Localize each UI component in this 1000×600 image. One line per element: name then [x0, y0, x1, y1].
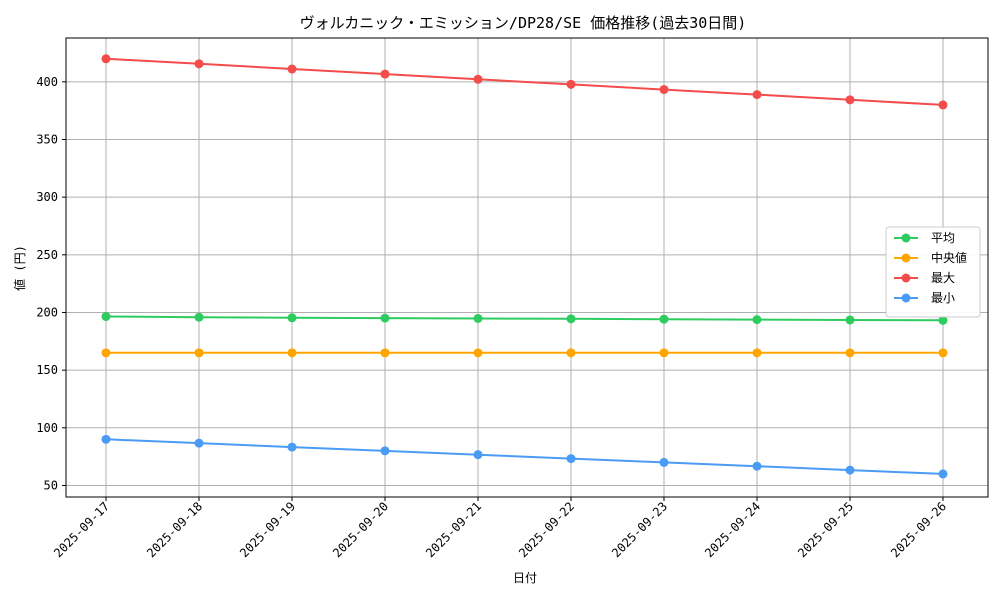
data-point	[752, 461, 762, 471]
y-tick-label: 200	[36, 305, 58, 319]
y-tick-label: 350	[36, 132, 58, 146]
data-point	[101, 54, 111, 64]
data-point	[287, 348, 297, 358]
legend-box	[885, 226, 981, 318]
data-point	[287, 442, 297, 452]
legend-marker	[901, 273, 911, 283]
legend-label: 中央値	[931, 250, 967, 265]
data-point	[194, 438, 204, 448]
data-point	[752, 90, 762, 100]
legend-marker	[901, 293, 911, 303]
data-point	[473, 74, 483, 84]
data-point	[938, 469, 948, 479]
data-point	[845, 315, 855, 325]
data-point	[194, 59, 204, 69]
x-tick-label: 2025-09-19	[237, 499, 298, 560]
data-point	[752, 315, 762, 325]
y-tick-label: 50	[44, 478, 58, 492]
x-tick-label: 2025-09-24	[702, 499, 763, 560]
data-point	[566, 79, 576, 89]
x-tick-label: 2025-09-21	[423, 499, 484, 560]
legend-label: 平均	[931, 231, 955, 245]
x-tick-label: 2025-09-23	[609, 499, 670, 560]
data-point	[659, 348, 669, 358]
data-point	[473, 348, 483, 358]
x-axis-label: 日付	[513, 571, 537, 585]
data-point	[194, 312, 204, 322]
y-tick-label: 400	[36, 75, 58, 89]
legend-label: 最小	[931, 291, 955, 305]
x-tick-label: 2025-09-18	[144, 499, 205, 560]
data-point	[473, 450, 483, 460]
y-axis-ticks: 50 100 150 200 250 300 350 400	[36, 75, 66, 492]
data-point	[287, 64, 297, 74]
x-tick-label: 2025-09-26	[888, 499, 949, 560]
x-tick-label: 2025-09-17	[51, 499, 112, 560]
y-tick-label: 150	[36, 363, 58, 377]
data-point	[101, 312, 111, 322]
legend-marker	[901, 233, 911, 243]
legend-marker	[901, 253, 911, 263]
data-point	[938, 348, 948, 358]
data-point	[101, 434, 111, 444]
data-point	[380, 446, 390, 456]
data-point	[380, 348, 390, 358]
series-group	[101, 54, 948, 479]
data-point	[473, 313, 483, 323]
data-point	[101, 348, 111, 358]
y-tick-label: 300	[36, 190, 58, 204]
data-point	[566, 454, 576, 464]
data-point	[845, 465, 855, 475]
x-axis-ticks: 2025-09-17 2025-09-18 2025-09-19 2025-09-20…	[51, 497, 949, 560]
data-point	[659, 85, 669, 95]
grid-lines	[66, 38, 988, 497]
data-point	[752, 348, 762, 358]
data-point	[659, 314, 669, 324]
y-tick-label: 100	[36, 421, 58, 435]
x-tick-label: 2025-09-25	[795, 499, 856, 560]
chart-title: ヴォルカニック・エミッション/DP28/SE 価格推移(過去30日間)	[300, 14, 747, 32]
data-point	[845, 95, 855, 105]
data-point	[194, 348, 204, 358]
x-tick-label: 2025-09-20	[330, 499, 391, 560]
legend-label: 最大	[931, 271, 955, 285]
data-point	[938, 100, 948, 110]
data-point	[566, 348, 576, 358]
x-tick-label: 2025-09-22	[516, 499, 577, 560]
data-point	[566, 314, 576, 324]
data-point	[380, 69, 390, 79]
data-point	[380, 313, 390, 323]
series-line	[105, 315, 944, 322]
plot-frame	[65, 37, 989, 498]
data-point	[659, 457, 669, 467]
series-line	[105, 438, 944, 475]
y-tick-label: 250	[36, 248, 58, 262]
y-axis-label: 値 (円)	[12, 245, 27, 291]
series-line	[105, 57, 944, 106]
data-point	[845, 348, 855, 358]
data-point	[938, 315, 948, 325]
data-point	[287, 313, 297, 323]
